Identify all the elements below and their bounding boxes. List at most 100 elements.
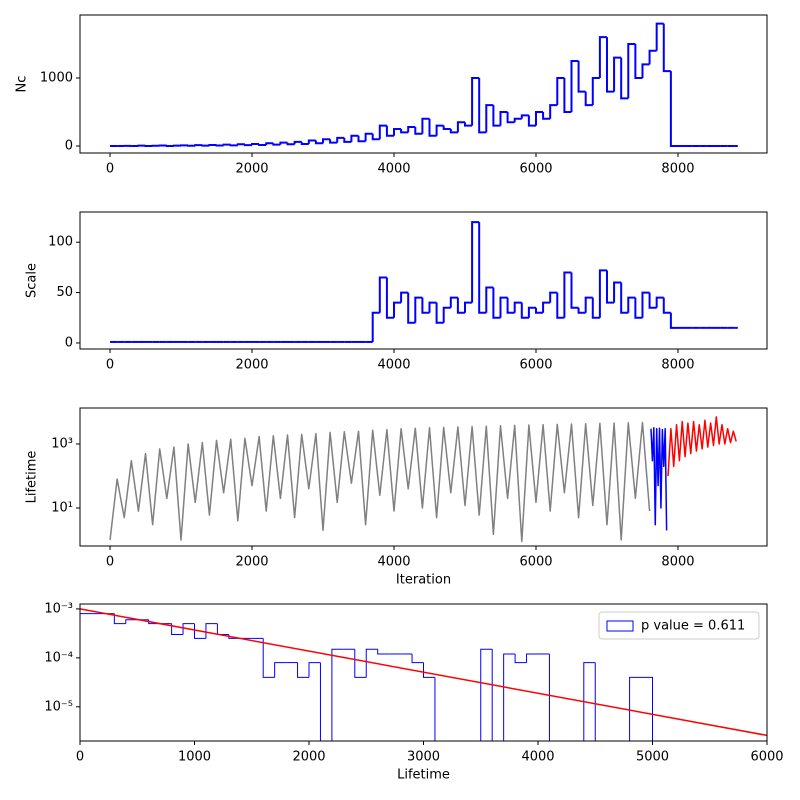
step-segment [655, 296, 664, 308]
step-segment [662, 297, 671, 314]
y-tick-label: 50 [56, 285, 73, 300]
step-segment [364, 132, 373, 142]
plot-area [109, 416, 737, 543]
step-segment [357, 135, 366, 143]
step-segment [329, 139, 338, 144]
step-segment [251, 142, 260, 146]
step-segment [520, 302, 529, 319]
step-segment [570, 272, 579, 309]
step-segment [236, 143, 245, 146]
x-tick-label: 3000 [407, 750, 440, 765]
step-segment [513, 301, 522, 313]
x-tick-label: 5000 [636, 750, 669, 765]
histogram-bin [194, 623, 206, 639]
step-segment [527, 115, 536, 127]
step-segment [534, 307, 544, 314]
step-segment [165, 144, 174, 147]
step-segment [577, 60, 586, 93]
histogram-bin [354, 649, 367, 678]
step-segment [414, 296, 423, 323]
step-segment [613, 56, 622, 92]
step-segment [577, 307, 586, 314]
step-segment [534, 110, 544, 126]
y-tick-label: 1000 [40, 70, 73, 85]
x-tick-label: 0 [106, 358, 114, 373]
step-segment [506, 297, 515, 314]
step-segment [627, 42, 636, 99]
step-segment [300, 141, 309, 145]
step-segment [343, 137, 352, 143]
x-tick-label: 6000 [519, 162, 552, 177]
histogram-bin [171, 623, 184, 636]
legend-patch [606, 620, 634, 632]
step-segment [542, 301, 551, 313]
step-segment [371, 133, 380, 141]
histogram-bin [514, 653, 527, 664]
x-tick-label: 2000 [235, 358, 268, 373]
legend-box [598, 611, 760, 640]
y-tick-label: 0 [65, 335, 73, 350]
histogram-bin [548, 653, 550, 741]
step-segment [492, 105, 501, 127]
x-tick-label: 0 [76, 750, 84, 765]
step-segment [634, 43, 643, 79]
step-segment [428, 118, 437, 137]
step-segment [648, 49, 657, 65]
step-segment [279, 141, 288, 145]
histogram-bin [629, 676, 642, 741]
step-segment [478, 77, 487, 134]
x-axis-label: Lifetime [397, 768, 450, 783]
step-segment [307, 139, 316, 144]
axes-frame [79, 211, 768, 350]
step-segment [194, 144, 203, 147]
histogram-bin [216, 623, 229, 636]
x-tick-label: 2000 [235, 555, 268, 570]
histogram-bin [205, 623, 218, 639]
step-segment [407, 292, 416, 324]
plot-area [110, 22, 738, 147]
line [667, 416, 737, 477]
plot-area [80, 608, 767, 741]
histogram-bin [113, 613, 126, 625]
step-segment [442, 306, 451, 323]
histogram-bin [411, 653, 424, 664]
step-segment [620, 282, 629, 314]
histogram-bin [182, 623, 195, 635]
x-tick-label: 6000 [519, 358, 552, 373]
histogram-bin [583, 662, 596, 741]
y-tick-label: 10⁻⁴ [44, 650, 73, 665]
step-segment [393, 301, 402, 318]
step-segment [400, 128, 409, 134]
y-tick-label: 10⁻³ [44, 601, 73, 616]
step-segment [584, 91, 593, 107]
axes-frame [79, 407, 768, 547]
step-segment [492, 287, 501, 319]
step-segment [591, 297, 600, 319]
step-segment [634, 297, 643, 319]
step-segment [229, 144, 238, 147]
histogram-bin [308, 662, 321, 678]
step-segment [393, 127, 402, 136]
x-tick-label: 4000 [377, 555, 410, 570]
step-segment [449, 128, 458, 134]
step-segment [435, 124, 444, 136]
step-segment [669, 312, 678, 329]
step-segment [556, 292, 565, 319]
x-tick-label: 8000 [661, 162, 694, 177]
step-segment [598, 269, 607, 318]
axes-frame [79, 603, 768, 742]
histogram-bin [377, 649, 390, 655]
step-segment [258, 143, 267, 146]
step-segment [613, 281, 622, 303]
step-segment [655, 22, 664, 51]
y-tick-label: 10⁻⁵ [44, 699, 73, 714]
step-segment [563, 77, 572, 113]
step-segment [421, 117, 430, 134]
step-segment [471, 221, 480, 303]
step-segment [442, 125, 451, 130]
y-tick-label: 0 [65, 138, 73, 153]
x-tick-label: 2000 [235, 162, 268, 177]
plot-area [110, 221, 738, 343]
histogram-bin [80, 613, 92, 741]
